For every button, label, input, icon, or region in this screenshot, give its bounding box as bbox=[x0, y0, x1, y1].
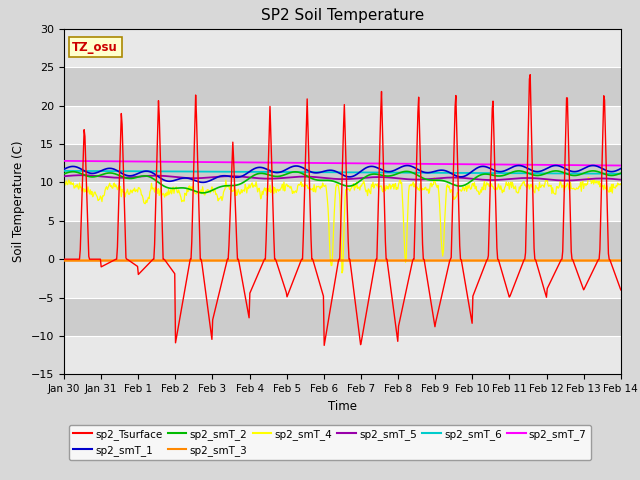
Legend: sp2_Tsurface, sp2_smT_1, sp2_smT_2, sp2_smT_3, sp2_smT_4, sp2_smT_5, sp2_smT_6, : sp2_Tsurface, sp2_smT_1, sp2_smT_2, sp2_… bbox=[69, 424, 591, 460]
X-axis label: Time: Time bbox=[328, 400, 357, 413]
Bar bbox=[64, 221, 621, 259]
Bar bbox=[64, 336, 621, 374]
Bar bbox=[64, 298, 621, 336]
Bar bbox=[64, 259, 621, 298]
Bar bbox=[64, 182, 621, 221]
Bar bbox=[64, 67, 621, 106]
Text: TZ_osu: TZ_osu bbox=[72, 41, 118, 54]
Bar bbox=[64, 144, 621, 182]
Title: SP2 Soil Temperature: SP2 Soil Temperature bbox=[260, 9, 424, 24]
Bar bbox=[64, 29, 621, 67]
Y-axis label: Soil Temperature (C): Soil Temperature (C) bbox=[12, 141, 26, 263]
Bar bbox=[64, 106, 621, 144]
